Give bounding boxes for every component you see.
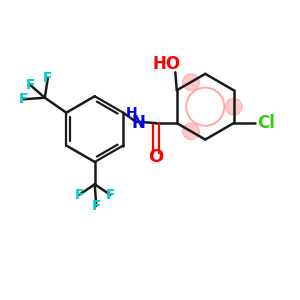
Text: HO: HO [153, 55, 181, 73]
Text: Cl: Cl [258, 114, 275, 132]
Text: F: F [43, 71, 52, 85]
Circle shape [183, 74, 200, 90]
Text: F: F [19, 92, 29, 106]
Circle shape [183, 123, 200, 140]
Text: F: F [92, 199, 101, 213]
Circle shape [225, 98, 242, 115]
Text: F: F [74, 188, 84, 202]
Text: F: F [26, 78, 35, 92]
Text: N: N [132, 113, 145, 131]
Text: H: H [126, 106, 138, 120]
Text: O: O [148, 148, 164, 166]
Text: F: F [106, 188, 115, 202]
